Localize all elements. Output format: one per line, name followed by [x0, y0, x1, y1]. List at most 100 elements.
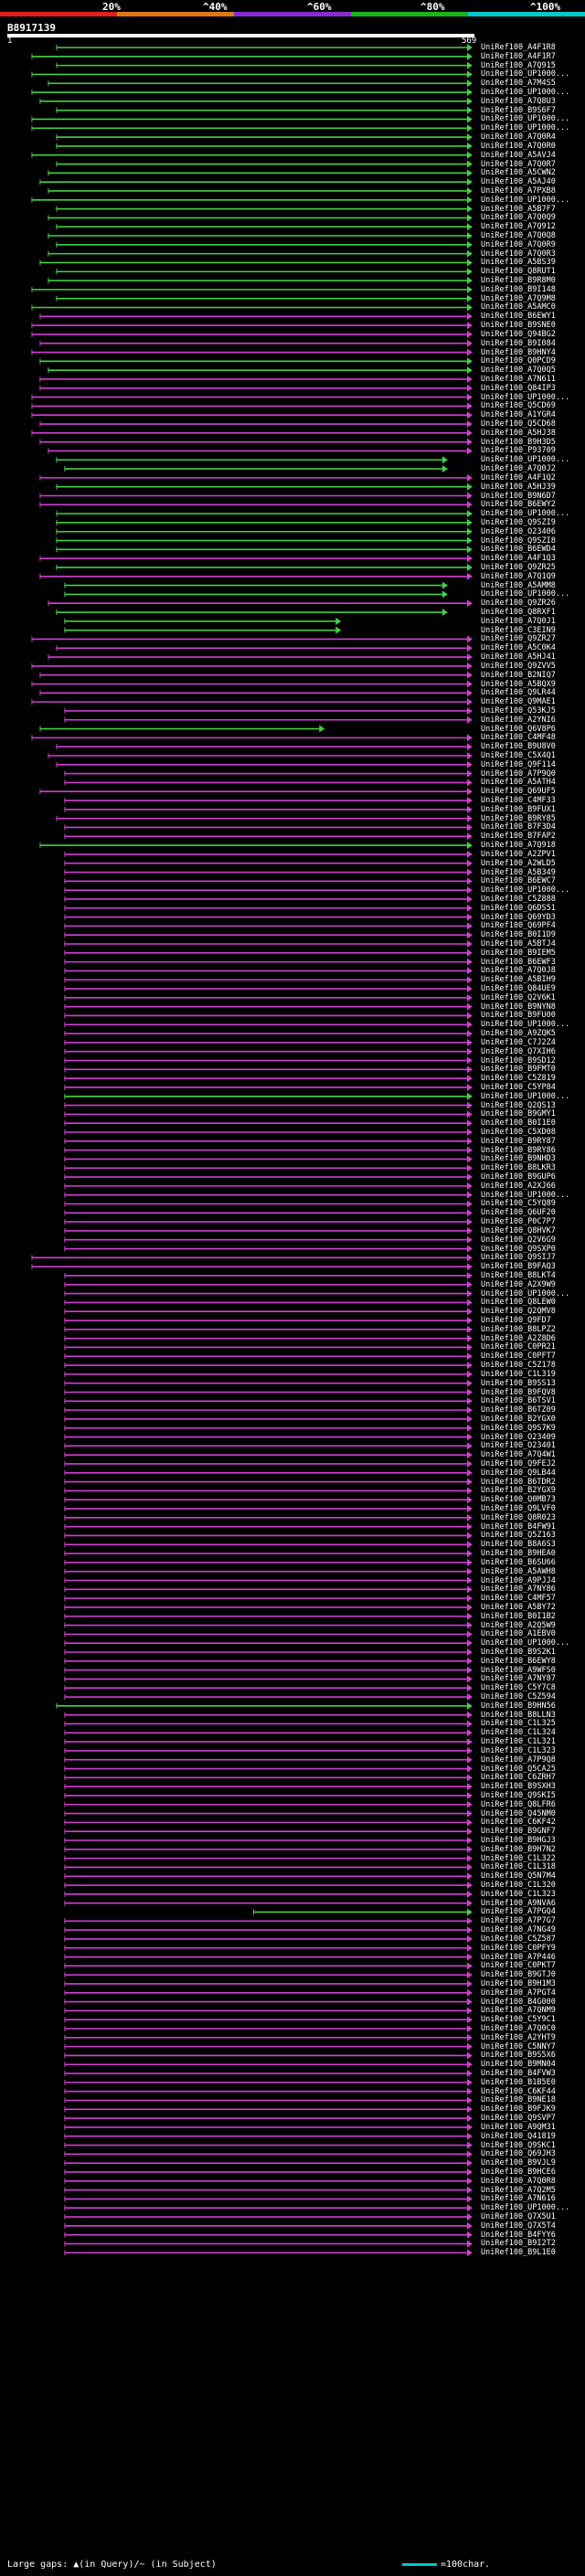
hit-name-link[interactable]: UniRef100_UP1000...	[481, 885, 570, 896]
hit-row[interactable]	[64, 1962, 473, 1970]
hit-name-link[interactable]: UniRef100_P0C7P7	[481, 1217, 556, 1227]
hit-name-link[interactable]: UniRef100_B7FAP2	[481, 832, 556, 842]
hit-name-link[interactable]: UniRef100_A1YGR4	[481, 410, 556, 420]
hit-name-link[interactable]: UniRef100_A7N611	[481, 374, 556, 384]
hit-name-link[interactable]: UniRef100_C5Z178	[481, 1361, 556, 1371]
hit-row[interactable]	[31, 303, 473, 312]
hit-row[interactable]	[64, 1317, 473, 1325]
hit-name-link[interactable]: UniRef100_B9VJL9	[481, 2158, 556, 2168]
hit-row[interactable]	[48, 366, 473, 375]
hit-name-link[interactable]: UniRef100_B9RY85	[481, 813, 556, 823]
hit-name-link[interactable]: UniRef100_C1L322	[481, 1853, 556, 1863]
hit-row[interactable]	[64, 2087, 473, 2095]
hit-name-link[interactable]: UniRef100_B9HCE6	[481, 2167, 556, 2177]
hit-row[interactable]	[31, 393, 473, 401]
hit-row[interactable]	[64, 1030, 473, 1038]
hit-name-link[interactable]: UniRef100_B6EWY8	[481, 1656, 556, 1666]
hit-row[interactable]	[39, 420, 473, 429]
hit-name-link[interactable]: UniRef100_A7NY86	[481, 1585, 556, 1595]
hit-name-link[interactable]: UniRef100_C5Y9C1	[481, 2015, 556, 2025]
hit-row[interactable]	[64, 1308, 473, 1316]
hit-row[interactable]	[56, 536, 473, 545]
hit-name-link[interactable]: UniRef100_UP1000...	[481, 114, 570, 124]
hit-name-link[interactable]: UniRef100_B9I148	[481, 284, 556, 294]
hit-name-link[interactable]: UniRef100_Q9ZR25	[481, 562, 556, 572]
hit-name-link[interactable]: UniRef100_A4F1Q2	[481, 472, 556, 482]
hit-name-link[interactable]: UniRef100_Q9LR44	[481, 688, 556, 698]
hit-name-link[interactable]: UniRef100_B9HN56	[481, 1701, 556, 1711]
hit-name-link[interactable]: UniRef100_B9SXH3	[481, 1782, 556, 1792]
hit-name-link[interactable]: UniRef100_C0PFY9	[481, 1943, 556, 1953]
hit-row[interactable]	[64, 850, 473, 858]
hit-name-link[interactable]: UniRef100_A7PGQ4	[481, 1907, 556, 1917]
hit-row[interactable]	[64, 1083, 473, 1091]
hit-row[interactable]	[56, 294, 473, 302]
hit-name-link[interactable]: UniRef100_B7F3D4	[481, 822, 556, 832]
hit-name-link[interactable]: UniRef100_Q9ZVV5	[481, 661, 556, 671]
hit-name-link[interactable]: UniRef100_A5AMM8	[481, 580, 556, 590]
hit-name-link[interactable]: UniRef100_A7Q4W1	[481, 1450, 556, 1460]
hit-name-link[interactable]: UniRef100_Q9ZR27	[481, 634, 556, 644]
hit-name-link[interactable]: UniRef100_A7P9Q0	[481, 769, 556, 779]
hit-row[interactable]	[64, 1738, 473, 1746]
hit-row[interactable]	[64, 993, 473, 1002]
hit-name-link[interactable]: UniRef100_B9S6F7	[481, 105, 556, 115]
hit-row[interactable]	[64, 1935, 473, 1943]
hit-row[interactable]	[56, 61, 473, 69]
hit-name-link[interactable]: UniRef100_B9NHD3	[481, 1154, 556, 1164]
hit-row[interactable]	[56, 106, 473, 114]
hit-row[interactable]	[64, 1459, 473, 1468]
hit-row[interactable]	[64, 1343, 473, 1352]
hit-row[interactable]	[64, 1155, 473, 1163]
hit-row[interactable]	[64, 2105, 473, 2114]
hit-name-link[interactable]: UniRef100_A7Q0C0	[481, 2024, 556, 2033]
hit-row[interactable]	[39, 357, 473, 366]
hit-name-link[interactable]: UniRef100_C4MF57	[481, 1594, 556, 1604]
hit-name-link[interactable]: UniRef100_A7PXB8	[481, 186, 556, 196]
hit-row[interactable]	[64, 1245, 473, 1253]
hit-name-link[interactable]: UniRef100_Q9SXP0	[481, 1244, 556, 1254]
hit-name-link[interactable]: UniRef100_B9GMY1	[481, 1109, 556, 1119]
hit-row[interactable]	[64, 1953, 473, 1961]
hit-row[interactable]	[31, 635, 473, 643]
hit-name-link[interactable]: UniRef100_Q6DS51	[481, 903, 556, 913]
hit-name-link[interactable]: UniRef100_C7J2Z4	[481, 1037, 556, 1047]
hit-name-link[interactable]: UniRef100_C0PKT7	[481, 1961, 556, 1971]
hit-row[interactable]	[64, 1675, 473, 1683]
hit-name-link[interactable]: UniRef100_A5HJ38	[481, 428, 556, 438]
hit-name-link[interactable]: UniRef100_UP1000...	[481, 589, 570, 599]
hit-row[interactable]	[64, 940, 473, 948]
hit-row[interactable]	[64, 2132, 473, 2140]
hit-row[interactable]	[64, 1603, 473, 1611]
hit-row[interactable]	[64, 1325, 473, 1333]
hit-row[interactable]	[252, 1908, 473, 1916]
hit-name-link[interactable]: UniRef100_A7Q2M5	[481, 2185, 556, 2195]
hit-row[interactable]	[64, 1299, 473, 1307]
hit-name-link[interactable]: UniRef100_Q69PF4	[481, 921, 556, 931]
hit-name-link[interactable]: UniRef100_Q53KJ5	[481, 705, 556, 716]
hit-name-link[interactable]: UniRef100_A7Q0R3	[481, 249, 556, 259]
hit-row[interactable]	[64, 2051, 473, 2060]
hit-name-link[interactable]: UniRef100_Q8HVK7	[481, 1225, 556, 1235]
hit-name-link[interactable]: UniRef100_B4FW91	[481, 1521, 556, 1532]
hit-name-link[interactable]: UniRef100_A5C0K4	[481, 643, 556, 653]
hit-name-link[interactable]: UniRef100_Q7X5U1	[481, 2212, 556, 2222]
hit-row[interactable]	[64, 1711, 473, 1719]
hit-name-link[interactable]: UniRef100_Q69JH3	[481, 2149, 556, 2159]
hit-row[interactable]	[64, 2025, 473, 2033]
hit-row[interactable]	[31, 285, 473, 293]
hit-name-link[interactable]: UniRef100_B9FJK9	[481, 2104, 556, 2115]
hit-row[interactable]	[64, 1800, 473, 1808]
hit-row[interactable]	[64, 1451, 473, 1459]
hit-row[interactable]	[64, 1746, 473, 1754]
hit-name-link[interactable]: UniRef100_A7Q918	[481, 841, 556, 851]
hit-row[interactable]	[64, 1882, 473, 1890]
hit-name-link[interactable]: UniRef100_A7Q0J2	[481, 464, 556, 474]
hit-name-link[interactable]: UniRef100_B9S2K1	[481, 1647, 556, 1657]
hit-name-link[interactable]: UniRef100_Q9SIJ7	[481, 1253, 556, 1263]
hit-name-link[interactable]: UniRef100_C1L321	[481, 1737, 556, 1747]
hit-row[interactable]	[64, 1478, 473, 1486]
hit-row[interactable]	[64, 1532, 473, 1540]
hit-name-link[interactable]: UniRef100_Q69UF5	[481, 787, 556, 797]
hit-row[interactable]	[64, 958, 473, 966]
